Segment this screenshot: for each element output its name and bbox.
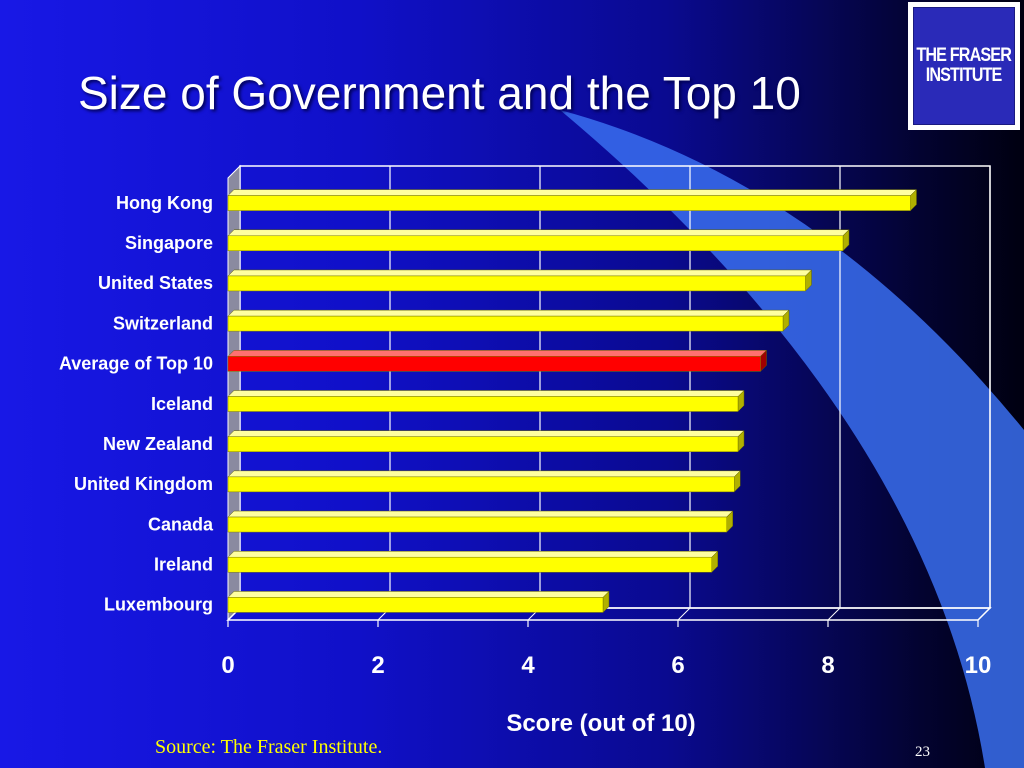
- bar: [227, 430, 745, 453]
- bar: [227, 590, 610, 614]
- category-label: New Zealand: [103, 434, 213, 454]
- bar-face: [227, 235, 844, 252]
- bar-top: [227, 350, 768, 357]
- x-tick-label: 10: [965, 652, 992, 679]
- bar: [227, 550, 719, 573]
- x-tick-label: 8: [821, 652, 834, 679]
- category-label: Canada: [148, 514, 214, 534]
- bar: [227, 510, 734, 533]
- bar-top: [227, 430, 745, 437]
- bar-face: [227, 516, 727, 533]
- bar-face: [227, 436, 739, 452]
- bar-top: [227, 229, 850, 237]
- x-tick-label: 6: [671, 652, 684, 679]
- x-tick-label: 2: [371, 652, 384, 679]
- slide-title: Size of Government and the Top 10: [78, 67, 801, 119]
- logo-text-line2: INSTITUTE: [926, 65, 1003, 86]
- bar-top: [227, 189, 918, 196]
- gridline-floor: [677, 607, 691, 621]
- bar: [227, 349, 768, 372]
- bar-top: [227, 470, 741, 478]
- bar-face: [227, 396, 739, 412]
- bar-face: [227, 476, 735, 493]
- source-note: Source: The Fraser Institute.: [155, 736, 383, 758]
- fraser-institute-logo: THE FRASER INSTITUTE: [908, 2, 1020, 130]
- bar-face: [227, 315, 784, 332]
- bar-face: [227, 556, 712, 573]
- bar-face: [227, 597, 604, 613]
- category-label: Singapore: [125, 233, 213, 253]
- slide-number: 23: [915, 744, 930, 760]
- x-axis-title: Score (out of 10): [506, 710, 695, 737]
- category-label: United Kingdom: [74, 474, 213, 494]
- bar-top: [227, 269, 813, 277]
- category-label: Ireland: [154, 554, 213, 574]
- bar-top: [227, 550, 719, 558]
- gridline-floor: [977, 607, 991, 621]
- bar-top: [227, 591, 610, 598]
- x-tick-label: 4: [521, 652, 535, 679]
- category-label: Average of Top 10: [59, 354, 213, 374]
- bar-face: [227, 195, 911, 211]
- category-label: Switzerland: [113, 313, 213, 333]
- bar: [227, 389, 745, 413]
- category-label: Iceland: [151, 394, 213, 414]
- bar: [227, 470, 741, 493]
- bar: [227, 269, 813, 292]
- gridline-floor: [827, 607, 841, 621]
- bar-top: [227, 309, 790, 317]
- bar: [227, 309, 790, 332]
- category-label: United States: [98, 273, 213, 293]
- bar: [227, 188, 918, 212]
- bar-top: [227, 390, 745, 397]
- x-tick-label: 0: [221, 652, 234, 679]
- category-label: Luxembourg: [104, 595, 213, 615]
- bar-face: [227, 356, 761, 372]
- bar-face: [227, 275, 806, 292]
- logo-text-line1: THE FRASER: [916, 45, 1013, 66]
- bar-top: [227, 510, 734, 518]
- bar: [227, 229, 850, 252]
- category-label: Hong Kong: [116, 193, 213, 213]
